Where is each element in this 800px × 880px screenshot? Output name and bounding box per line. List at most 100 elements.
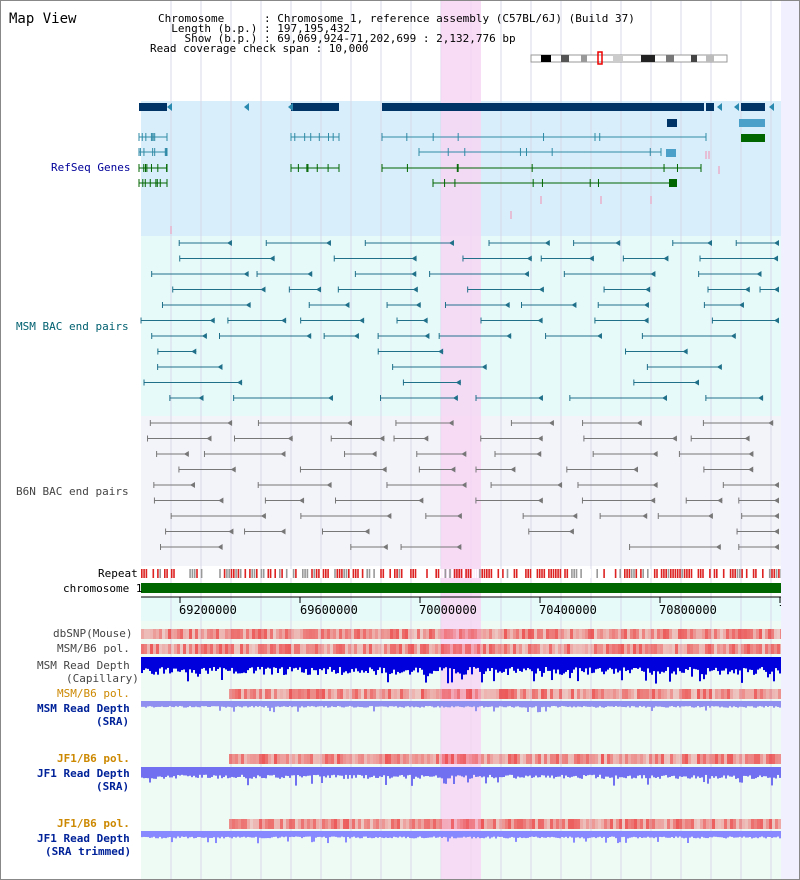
polymorphism-mark xyxy=(267,629,270,639)
polymorphism-mark xyxy=(636,644,639,654)
read-depth-bar xyxy=(161,701,163,707)
read-depth-bar xyxy=(429,657,431,674)
polymorphism-mark xyxy=(517,819,520,829)
polymorphism-mark xyxy=(559,689,562,699)
track-label-refseq-genes[interactable]: RefSeq Genes xyxy=(51,161,131,174)
polymorphism-mark xyxy=(460,754,463,764)
polymorphism-mark xyxy=(363,644,366,654)
polymorphism-mark xyxy=(417,629,420,639)
ideogram-band xyxy=(613,55,623,62)
read-depth-bar xyxy=(643,701,645,707)
read-depth-bar xyxy=(581,831,583,838)
read-depth-bar xyxy=(521,657,523,672)
polymorphism-mark xyxy=(462,629,465,639)
polymorphism-mark xyxy=(250,819,253,829)
read-depth-bar xyxy=(345,657,347,672)
polymorphism-mark xyxy=(613,819,616,829)
vertical-scrollbar[interactable] xyxy=(781,1,799,879)
read-depth-bar xyxy=(557,657,559,670)
msm-bac-pair xyxy=(526,255,532,262)
read-depth-bar xyxy=(203,767,205,775)
polymorphism-mark xyxy=(735,644,738,654)
polymorphism-mark xyxy=(246,629,249,639)
msm-bac-pair xyxy=(307,271,313,277)
read-depth-bar xyxy=(657,701,659,707)
polymorphism-mark xyxy=(405,644,408,654)
track-label-b6n-bac[interactable]: B6N BAC end pairs xyxy=(16,485,129,498)
read-depth-bar xyxy=(593,767,595,775)
b6n-bac-pair xyxy=(189,482,195,488)
read-depth-bar xyxy=(241,701,243,708)
read-depth-bar xyxy=(649,657,651,673)
read-depth-bar xyxy=(729,657,731,672)
polymorphism-mark xyxy=(541,819,544,829)
read-depth-bar xyxy=(329,701,331,708)
read-depth-bar xyxy=(675,767,677,779)
read-depth-bar xyxy=(293,657,295,669)
read-depth-bar xyxy=(355,701,357,708)
read-depth-bar xyxy=(577,701,579,707)
read-depth-bar xyxy=(701,701,703,708)
read-depth-bar xyxy=(415,831,417,839)
read-depth-bar xyxy=(345,701,347,707)
read-depth-bar xyxy=(563,701,565,707)
msm-bac-pair xyxy=(588,255,594,262)
polymorphism-mark xyxy=(285,644,288,654)
polymorphism-mark xyxy=(489,644,492,654)
read-depth-bar xyxy=(241,657,243,674)
polymorphism-mark xyxy=(649,819,652,829)
read-depth-bar xyxy=(713,701,715,707)
read-depth-bar xyxy=(275,767,277,778)
repeat-mark xyxy=(739,569,741,578)
read-depth-bar xyxy=(539,657,541,672)
polymorphism-mark xyxy=(451,689,454,699)
polymorphism-mark xyxy=(238,689,241,699)
repeat-mark xyxy=(589,569,592,578)
polymorphism-mark xyxy=(592,689,595,699)
repeat-mark xyxy=(633,569,635,578)
read-depth-bar xyxy=(269,831,271,839)
polymorphism-mark xyxy=(460,819,463,829)
polymorphism-mark xyxy=(595,689,598,699)
read-depth-bar xyxy=(627,657,629,671)
polymorphism-mark xyxy=(327,629,330,639)
read-depth-bar xyxy=(577,767,579,778)
polymorphism-mark xyxy=(718,689,721,699)
read-depth-bar xyxy=(337,831,339,838)
polymorphism-mark xyxy=(567,644,570,654)
read-depth-bar xyxy=(253,767,255,777)
polymorphism-mark xyxy=(454,819,457,829)
repeat-mark xyxy=(435,569,437,578)
polymorphism-mark xyxy=(631,819,634,829)
read-depth-bar xyxy=(575,767,577,776)
read-depth-bar xyxy=(755,657,757,674)
polymorphism-mark xyxy=(492,644,495,654)
repeat-mark xyxy=(453,569,456,578)
polymorphism-mark xyxy=(391,754,394,764)
polymorphism-mark xyxy=(540,644,543,654)
polymorphism-mark xyxy=(246,644,249,654)
read-depth-bar xyxy=(157,657,159,675)
polymorphism-mark xyxy=(595,819,598,829)
msm-bac-pair xyxy=(538,286,544,293)
read-depth-bar xyxy=(359,657,361,673)
b6n-bac-pair xyxy=(280,451,286,457)
repeat-mark xyxy=(467,569,470,578)
read-depth-bar xyxy=(607,831,609,838)
read-depth-bar xyxy=(389,831,391,838)
read-depth-bar xyxy=(611,657,613,670)
polymorphism-mark xyxy=(579,644,582,654)
polymorphism-mark xyxy=(411,644,414,654)
read-depth-bar xyxy=(439,767,441,778)
read-depth-bar xyxy=(493,831,495,837)
repeat-mark xyxy=(198,569,201,578)
read-depth-bar xyxy=(147,767,149,779)
read-depth-bar xyxy=(351,831,353,838)
read-depth-bar xyxy=(717,831,719,838)
polymorphism-mark xyxy=(304,754,307,764)
read-depth-bar xyxy=(301,701,303,707)
polymorphism-mark xyxy=(546,644,549,654)
polymorphism-mark xyxy=(730,819,733,829)
track-label-msm-bac[interactable]: MSM BAC end pairs xyxy=(16,320,129,333)
